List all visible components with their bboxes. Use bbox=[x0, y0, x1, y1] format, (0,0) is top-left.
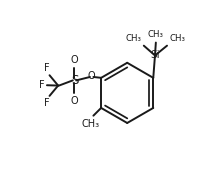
Text: Si: Si bbox=[150, 50, 160, 61]
Text: F: F bbox=[39, 80, 45, 90]
Text: F: F bbox=[44, 63, 50, 73]
Text: CH₃: CH₃ bbox=[82, 119, 100, 129]
Text: F: F bbox=[44, 98, 50, 108]
Text: CH₃: CH₃ bbox=[125, 34, 141, 44]
Text: CH₃: CH₃ bbox=[170, 34, 186, 44]
Text: O: O bbox=[71, 96, 78, 106]
Text: O: O bbox=[88, 71, 95, 81]
Text: S: S bbox=[71, 74, 78, 87]
Text: CH₃: CH₃ bbox=[148, 30, 164, 40]
Text: O: O bbox=[71, 55, 78, 65]
